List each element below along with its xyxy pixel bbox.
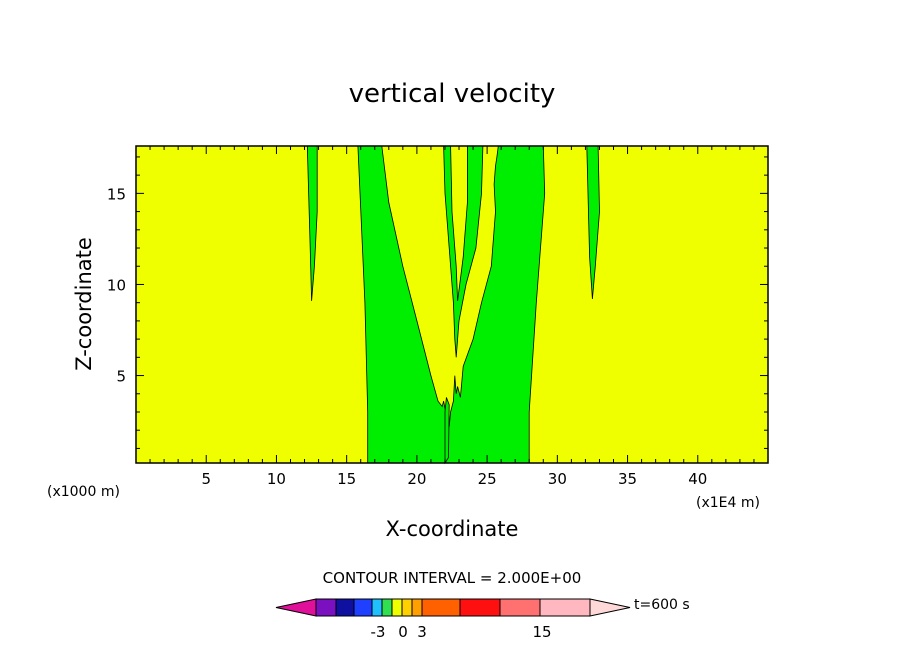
x-tick-label: 20 [407, 470, 426, 488]
colorbar-segment [381, 598, 393, 617]
chart-title: vertical velocity [349, 79, 556, 109]
colorbar-tick-label: 15 [532, 623, 551, 641]
colorbar-tick-label: 0 [398, 623, 408, 641]
x-unit-left: (x1000 m) [47, 484, 120, 500]
colorbar-segment [391, 598, 403, 617]
x-unit-right: (x1E4 m) [696, 495, 760, 511]
contour-region-7 [444, 397, 450, 465]
plot-frame [135, 145, 769, 464]
contour-region-6 [450, 145, 468, 301]
colorbar-segment [315, 598, 337, 617]
colorbar-segment [411, 598, 423, 617]
plot-area [135, 145, 769, 465]
time-label: t=600 s [634, 597, 690, 613]
colorbar-tick-label: 3 [417, 623, 427, 641]
x-tick-label: 40 [688, 470, 707, 488]
y-axis-label: Z-coordinate [72, 237, 96, 371]
x-tick-label: 35 [618, 470, 637, 488]
colorbar-arrow-high [589, 598, 631, 617]
colorbar-arrow-low [275, 598, 317, 617]
colorbar-tick-labels: -3 0 3 15 [371, 623, 552, 641]
colorbar-segment [539, 598, 591, 617]
colorbar-segment [421, 598, 461, 617]
y-tick-label: 15 [107, 185, 126, 203]
y-tick-label: 5 [116, 368, 126, 386]
colorbar-segment [459, 598, 501, 617]
x-tick-label: 30 [548, 470, 567, 488]
contour-interval-label: CONTOUR INTERVAL = 2.000E+00 [323, 569, 582, 587]
x-tick-label: 15 [337, 470, 356, 488]
colorbar-segment [335, 598, 355, 617]
contour-regions [304, 145, 600, 465]
y-tick-label: 10 [107, 276, 126, 294]
colorbar [275, 598, 631, 617]
colorbar-segment [401, 598, 413, 617]
axis-tick-labels: 5 10 15 20 25 30 35 40 5 10 15 [107, 185, 707, 488]
colorbar-segment [499, 598, 541, 617]
colorbar-segment [371, 598, 383, 617]
x-axis-label: X-coordinate [386, 517, 519, 541]
x-tick-label: 5 [201, 470, 211, 488]
colorbar-segment [353, 598, 373, 617]
x-tick-label: 10 [267, 470, 286, 488]
x-tick-label: 25 [478, 470, 497, 488]
colorbar-tick-label: -3 [371, 623, 386, 641]
axis-ticks [136, 146, 768, 463]
